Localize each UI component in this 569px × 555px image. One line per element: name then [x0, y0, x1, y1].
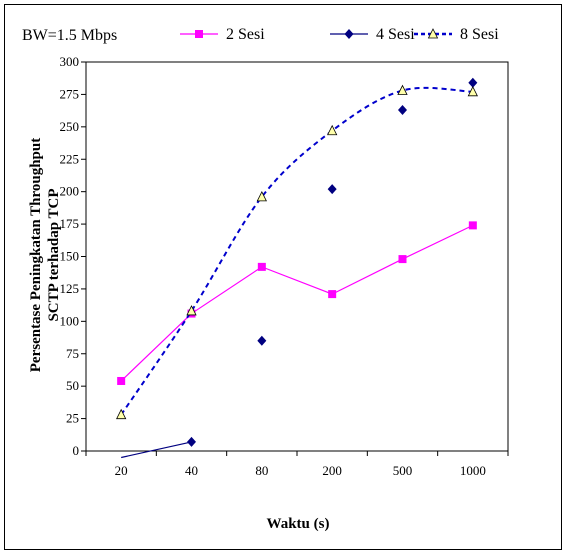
legend-item-2: 8 Sesi: [414, 26, 499, 43]
y-tick-label-6: 150: [60, 249, 80, 264]
plot-border: [85, 61, 509, 452]
legend-item-0: 2 Sesi: [180, 26, 265, 43]
x-axis-label: Waktu (s): [267, 516, 330, 532]
y-axis-label-line2: SCTP terhadap TCP: [46, 188, 62, 321]
y-axis-label-line1: Persentase Peningkatan Throughput: [28, 138, 44, 373]
x-tick-label-3: 200: [322, 463, 342, 478]
bandwidth-annotation: BW=1.5 Mbps: [22, 27, 117, 44]
y-tick-label-11: 275: [60, 86, 80, 101]
series-1-point-2: [257, 335, 267, 346]
y-tick-label-1: 25: [66, 411, 79, 426]
series-0-point-2: [257, 262, 266, 271]
series-2-point-2: [256, 190, 267, 202]
plot-area: [116, 77, 478, 459]
series-1-point-5: [468, 77, 478, 88]
y-tick-label-4: 100: [60, 313, 80, 328]
legend-swatch-marker-1: [344, 29, 354, 39]
y-tick-label-3: 75: [66, 346, 79, 361]
y-tick-label-7: 175: [60, 216, 80, 231]
series-1-line: [121, 441, 192, 459]
x-tick-label-1: 40: [185, 463, 198, 478]
series-2-point-1: [186, 305, 197, 316]
axes: 0 25 50 75 100 125 150 175 200 225 250 275 300 20 40 80…: [60, 54, 509, 478]
y-tick-label-2: 50: [66, 378, 79, 393]
series-0-point-4: [398, 255, 407, 264]
x-tick-label-2: 80: [255, 463, 268, 478]
y-tick-label-12: 300: [60, 54, 80, 69]
series-0-point-0: [117, 376, 126, 385]
series-1-point-3: [327, 184, 337, 195]
y-tick-label-5: 125: [60, 281, 80, 296]
series-0-point-3: [328, 290, 337, 299]
series-0-point-5: [468, 221, 477, 230]
y-tick-label-9: 225: [60, 151, 80, 166]
legend-swatch-marker-0: [195, 30, 203, 38]
x-tick-label-4: 500: [393, 463, 413, 478]
legend-label-0: 2 Sesi: [226, 26, 265, 43]
legend-label-2: 8 Sesi: [460, 26, 499, 43]
series-0: [117, 221, 477, 385]
series-2-point-5: [467, 85, 478, 97]
series-1-point-4: [398, 104, 407, 115]
x-tick-label-0: 20: [115, 463, 128, 478]
legend: BW=1.5 Mbps 2 Sesi 4 Sesi 8 Sesi: [22, 26, 499, 44]
legend-swatch-marker-2: [427, 28, 439, 39]
series-1-point-1: [187, 436, 196, 447]
series-0-line: [120, 224, 474, 382]
series-2-point-0: [116, 408, 127, 420]
y-tick-label-0: 0: [73, 443, 80, 458]
legend-item-1: 4 Sesi: [330, 26, 415, 43]
series-1: [121, 77, 478, 459]
y-tick-label-10: 250: [60, 119, 80, 134]
series-2-point-4: [397, 84, 408, 95]
legend-label-1: 4 Sesi: [376, 26, 415, 43]
series-2: [116, 84, 478, 420]
x-tick-label-5: 1000: [460, 463, 486, 478]
series-2-point-3: [327, 124, 338, 136]
y-axis-label: Persentase Peningkatan Throughput SCTP t…: [28, 138, 62, 373]
y-tick-label-8: 200: [60, 184, 80, 199]
